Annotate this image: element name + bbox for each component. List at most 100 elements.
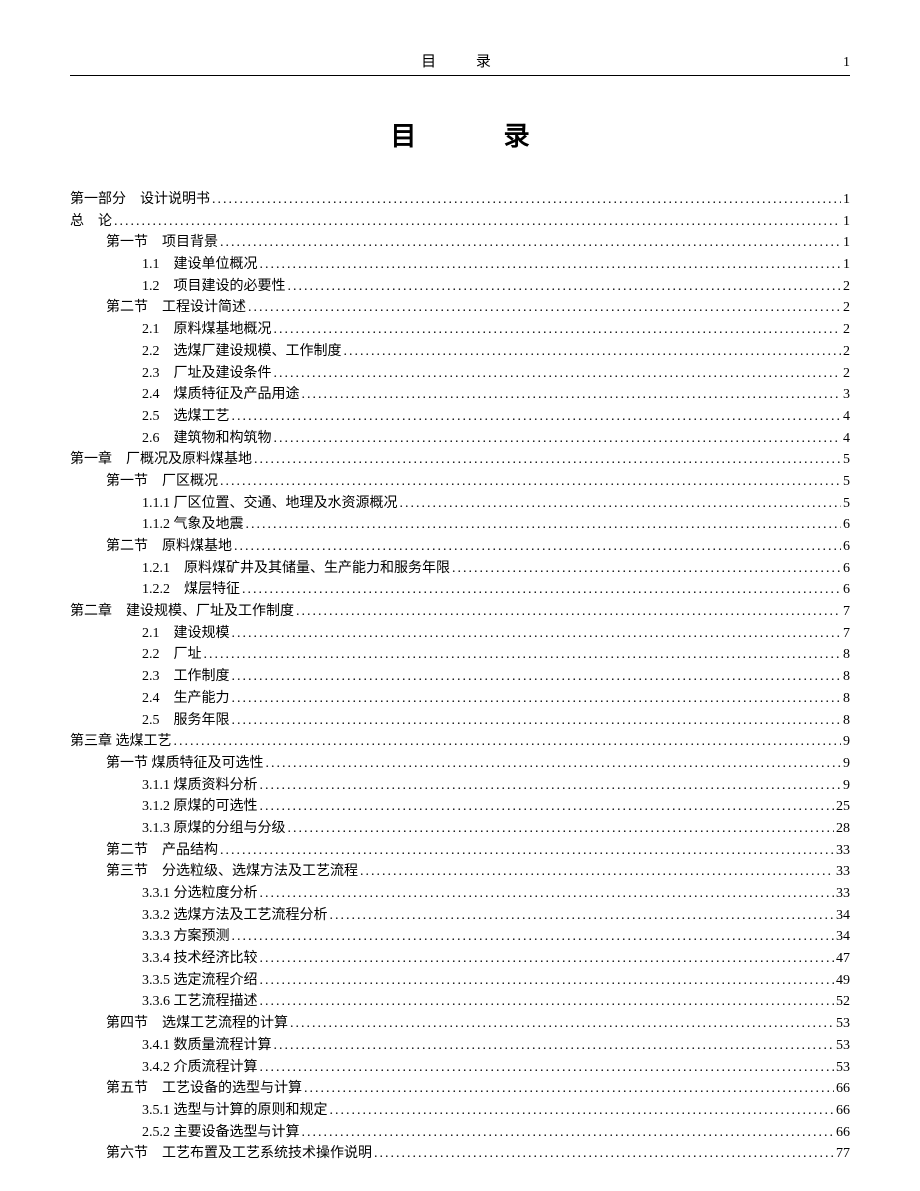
toc-row: 第二节 工程设计简述2	[70, 297, 850, 319]
toc-page: 34	[836, 905, 850, 927]
toc-leader	[248, 297, 841, 319]
toc-leader	[260, 254, 842, 276]
toc-row: 3.3.3 方案预测 34	[70, 926, 850, 948]
toc-page: 25	[836, 796, 850, 818]
toc-label: 1.1.1 厂区位置、交通、地理及水资源概况	[142, 493, 398, 515]
toc-label: 3.4.1 数质量流程计算	[142, 1035, 272, 1057]
toc-leader	[290, 1013, 834, 1035]
header-title: 目 录	[70, 50, 820, 71]
toc-leader	[232, 688, 842, 710]
toc-label: 2.1 建设规模	[142, 623, 230, 645]
toc-page: 33	[836, 883, 850, 905]
toc-label: 第一节 煤质特征及可选性	[106, 753, 264, 775]
toc-label: 3.3.6 工艺流程描述	[142, 991, 258, 1013]
toc-leader	[232, 666, 842, 688]
toc-row: 2.5.2 主要设备选型与计算66	[70, 1122, 850, 1144]
toc-row: 第三节 分选粒级、选煤方法及工艺流程33	[70, 861, 850, 883]
table-of-contents: 第一部分 设计说明书1总 论1第一节 项目背景11.1 建设单位概况11.2 项…	[70, 189, 850, 1165]
toc-row: 2.5 选煤工艺4	[70, 406, 850, 428]
toc-page: 8	[843, 644, 850, 666]
toc-label: 第三章 选煤工艺	[70, 731, 172, 753]
toc-row: 3.3.4 技术经济比较47	[70, 948, 850, 970]
page-title: 目 录	[70, 116, 850, 153]
toc-page: 53	[836, 1035, 850, 1057]
toc-label: 2.4 生产能力	[142, 688, 230, 710]
toc-leader	[246, 514, 842, 536]
toc-page: 33	[836, 861, 850, 883]
toc-leader	[234, 536, 841, 558]
toc-leader	[344, 341, 842, 363]
toc-page: 77	[836, 1143, 850, 1165]
toc-row: 第二节 原料煤基地6	[70, 536, 850, 558]
toc-leader	[296, 601, 841, 623]
toc-row: 2.5 服务年限 8	[70, 710, 850, 732]
toc-page: 7	[843, 623, 850, 645]
toc-label: 第六节 工艺布置及工艺系统技术操作说明	[106, 1143, 372, 1165]
toc-label: 第一节 厂区概况	[106, 471, 218, 493]
toc-page: 6	[843, 558, 850, 580]
toc-leader	[452, 558, 841, 580]
toc-label: 2.6 建筑物和构筑物	[142, 428, 272, 450]
toc-page: 7	[843, 601, 850, 623]
toc-page: 5	[843, 493, 850, 515]
toc-row: 3.1.1 煤质资料分析9	[70, 775, 850, 797]
toc-label: 3.3.2 选煤方法及工艺流程分析	[142, 905, 328, 927]
toc-leader	[330, 1100, 835, 1122]
toc-page: 33	[836, 840, 850, 862]
toc-label: 第二章 建设规模、厂址及工作制度	[70, 601, 294, 623]
toc-leader	[242, 579, 841, 601]
toc-label: 2.1 原料煤基地概况	[142, 319, 272, 341]
toc-label: 第四节 选煤工艺流程的计算	[106, 1013, 288, 1035]
toc-row: 第三章 选煤工艺9	[70, 731, 850, 753]
toc-leader	[220, 232, 841, 254]
toc-page: 8	[843, 666, 850, 688]
toc-leader	[274, 363, 842, 385]
toc-row: 2.3 厂址及建设条件2	[70, 363, 850, 385]
toc-page: 9	[843, 753, 850, 775]
toc-page: 49	[836, 970, 850, 992]
toc-row: 第二节 产品结构33	[70, 840, 850, 862]
toc-label: 3.3.3 方案预测	[142, 926, 230, 948]
toc-leader	[266, 753, 842, 775]
toc-row: 1.1.2 气象及地震6	[70, 514, 850, 536]
toc-page: 6	[843, 579, 850, 601]
toc-page: 34	[836, 926, 850, 948]
toc-page: 2	[843, 341, 850, 363]
toc-label: 3.1.2 原煤的可选性	[142, 796, 258, 818]
toc-row: 2.2 厂址 8	[70, 644, 850, 666]
toc-row: 1.2.2 煤层特征 6	[70, 579, 850, 601]
toc-row: 2.3 工作制度8	[70, 666, 850, 688]
toc-page: 4	[843, 428, 850, 450]
toc-label: 3.1.3 原煤的分组与分级	[142, 818, 286, 840]
toc-label: 1.2.2 煤层特征	[142, 579, 240, 601]
toc-leader	[302, 384, 842, 406]
toc-leader	[288, 276, 842, 298]
toc-row: 第二章 建设规模、厂址及工作制度 7	[70, 601, 850, 623]
toc-row: 3.3.2 选煤方法及工艺流程分析 34	[70, 905, 850, 927]
toc-page: 1	[843, 211, 850, 233]
toc-leader	[254, 449, 841, 471]
toc-label: 2.5 服务年限	[142, 710, 230, 732]
toc-page: 52	[836, 991, 850, 1013]
toc-page: 8	[843, 710, 850, 732]
toc-leader	[260, 970, 835, 992]
toc-label: 1.1.2 气象及地震	[142, 514, 244, 536]
toc-row: 3.1.2 原煤的可选性 25	[70, 796, 850, 818]
toc-leader	[374, 1143, 834, 1165]
toc-label: 第一节 项目背景	[106, 232, 218, 254]
toc-page: 6	[843, 536, 850, 558]
toc-leader	[212, 189, 841, 211]
toc-label: 1.2 项目建设的必要性	[142, 276, 286, 298]
toc-leader	[330, 905, 835, 927]
toc-leader	[232, 926, 835, 948]
toc-page: 5	[843, 449, 850, 471]
toc-row: 1.1 建设单位概况1	[70, 254, 850, 276]
toc-row: 1.2 项目建设的必要性2	[70, 276, 850, 298]
toc-label: 2.5 选煤工艺	[142, 406, 230, 428]
toc-label: 2.2 厂址	[142, 644, 202, 666]
toc-label: 3.4.2 介质流程计算	[142, 1057, 258, 1079]
toc-leader	[260, 948, 835, 970]
toc-page: 66	[836, 1122, 850, 1144]
toc-row: 第一章 厂概况及原料煤基地5	[70, 449, 850, 471]
toc-page: 28	[836, 818, 850, 840]
